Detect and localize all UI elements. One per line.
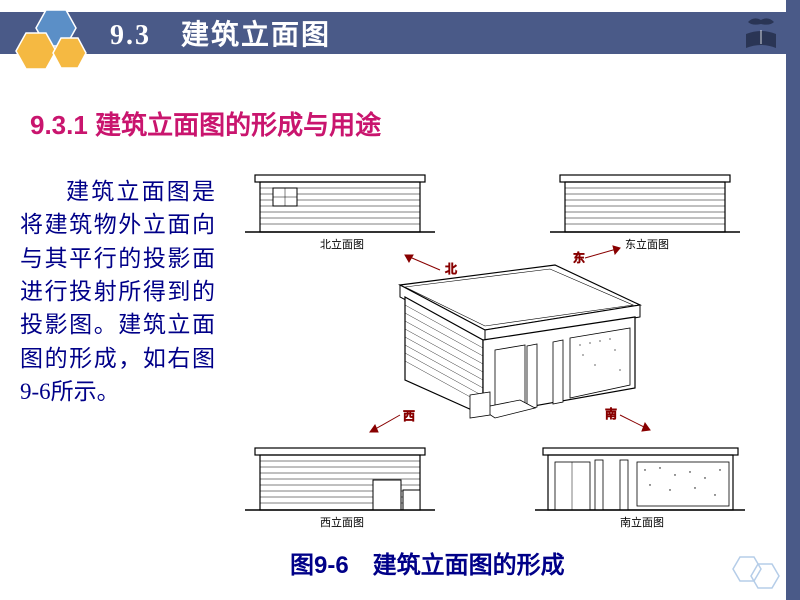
slide-header-bar: 9.3 建筑立面图 (0, 12, 800, 54)
bottom-hexagon-icon (730, 552, 780, 592)
west-label: 西立面图 (320, 515, 364, 529)
isometric-building (400, 265, 640, 418)
section-heading: 9.3.1 建筑立面图的形成与用途 (30, 105, 381, 142)
book-dragon-icon (742, 14, 780, 52)
dir-west-label: 西 (403, 409, 415, 423)
body-paragraph: 建筑立面图是将建筑物外立面向与其平行的投影面进行投射所得到的投影图。建筑立面图的… (20, 175, 215, 408)
right-decoration-strip (786, 0, 800, 600)
south-elevation: 南立面图 (535, 448, 745, 529)
figure-caption: 图9-6 建筑立面图的形成 (290, 545, 565, 580)
dir-east-label: 东 (573, 251, 585, 265)
dir-south-label: 南 (605, 406, 617, 421)
section-number: 9.3.1 (30, 110, 88, 140)
west-elevation: 西立面图 (245, 448, 435, 529)
hexagon-logo-icon (8, 8, 103, 78)
section-title-text: 建筑立面图的形成与用途 (95, 110, 381, 140)
north-label: 北立面图 (320, 237, 364, 251)
east-elevation: 东立面图 (550, 175, 740, 251)
dir-north-label: 北 (445, 262, 457, 276)
elevation-diagram: 北立面图 东立面图 (225, 170, 765, 540)
south-label: 南立面图 (620, 515, 664, 529)
east-label: 东立面图 (625, 237, 669, 251)
slide-title: 9.3 建筑立面图 (110, 13, 331, 53)
north-elevation: 北立面图 (245, 175, 435, 251)
